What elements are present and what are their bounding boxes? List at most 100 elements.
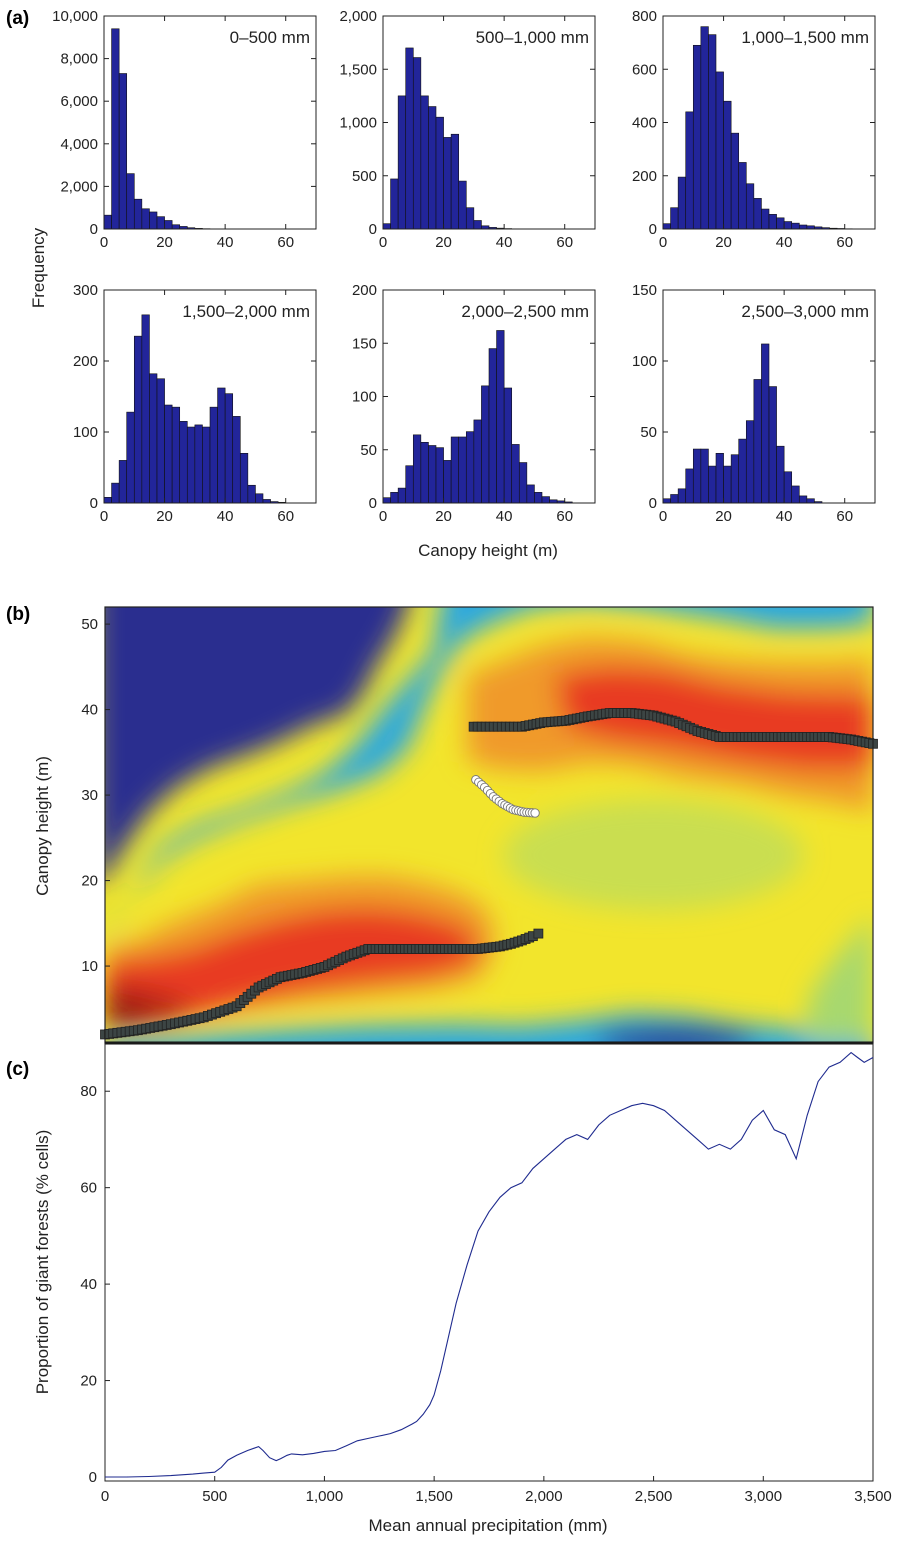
- y-tick-label: 0: [369, 495, 377, 512]
- histogram-bar: [685, 111, 694, 230]
- x-tick-label: 60: [277, 508, 294, 525]
- histogram-bar: [156, 378, 165, 504]
- x-tick-label: 0: [659, 234, 667, 251]
- histogram-bar: [171, 224, 181, 230]
- y-tick-label: 500: [352, 168, 377, 185]
- y-tick-label: 800: [632, 8, 657, 25]
- x-tick-label: 20: [715, 234, 732, 251]
- histogram-bar: [156, 216, 165, 230]
- histogram-bar: [768, 386, 777, 504]
- histogram-label: 1,000–1,500 mm: [741, 28, 869, 47]
- y-tick-label: 100: [73, 424, 98, 441]
- histogram-bar: [405, 465, 414, 504]
- histogram-bar: [111, 28, 120, 230]
- plot-frame: [662, 289, 876, 504]
- giant-forest-line: [105, 1051, 874, 1478]
- plot-frame: [103, 15, 317, 230]
- plot-frame: [103, 289, 317, 504]
- x-axis-title-canopy-height: Canopy height (m): [418, 541, 558, 560]
- heat-region-lower-core: [105, 907, 478, 1031]
- histogram-label: 2,500–3,000 mm: [741, 302, 869, 321]
- histogram-3: 0 200 400 600 800 0 20 40 60 1,000–1,500 mm: [632, 8, 876, 251]
- y-tick-label: 0: [649, 221, 657, 238]
- histogram-bar: [723, 100, 732, 230]
- histogram-bar: [103, 497, 112, 504]
- histogram-1: 0 2,000 4,000 6,000 8,000 10,000 0 20 40 60 0–500 …: [52, 8, 317, 251]
- histogram-bar: [481, 385, 490, 504]
- y-tick-label: 60: [80, 1180, 97, 1197]
- x-tick-label: 3,000: [745, 1488, 783, 1505]
- histogram-label: 2,000–2,500 mm: [461, 302, 589, 321]
- histogram-bar: [420, 441, 429, 504]
- histogram-bar: [450, 436, 460, 504]
- histogram-bar: [428, 445, 437, 504]
- x-tick-label: 60: [836, 234, 853, 251]
- histogram-bar: [708, 465, 717, 504]
- histogram-bar: [473, 419, 482, 504]
- histogram-bar: [262, 499, 271, 504]
- line-panel: 0 20 40 60 80 0 500 1,000 1,500 2,000 2,500 3,000 3,…: [80, 1041, 892, 1505]
- histogram-bar: [738, 162, 747, 230]
- histogram-bar: [450, 133, 460, 230]
- histogram-bar: [239, 452, 249, 504]
- x-tick-label: 60: [556, 508, 573, 525]
- heat-region: [503, 799, 804, 910]
- histogram-label: 500–1,000 mm: [476, 28, 589, 47]
- histogram-bar: [133, 335, 143, 504]
- histogram-bar: [692, 44, 702, 230]
- histogram-bar: [715, 452, 724, 504]
- histogram-bar: [412, 434, 422, 504]
- histogram-bar: [715, 71, 724, 230]
- x-tick-label: 60: [556, 234, 573, 251]
- histogram-bar: [662, 223, 671, 230]
- histogram-bar: [126, 411, 135, 504]
- y-tick-label: 0: [369, 221, 377, 238]
- histogram-bar: [526, 484, 535, 504]
- histogram-bar: [753, 198, 762, 230]
- histogram-bar: [232, 416, 241, 504]
- histogram-bar: [761, 343, 770, 504]
- y-tick-label: 40: [81, 702, 98, 719]
- histogram-bar: [202, 426, 211, 504]
- y-tick-label: 200: [352, 282, 377, 299]
- y-axis-title-canopy-height: Canopy height (m): [33, 756, 52, 896]
- histogram-bar: [783, 471, 793, 504]
- y-tick-label: 4,000: [60, 136, 98, 153]
- histogram-bar: [806, 498, 815, 504]
- x-tick-label: 20: [156, 508, 173, 525]
- y-tick-label: 200: [73, 353, 98, 370]
- heatmap-panel: 10 20 30 40 50: [81, 606, 878, 1044]
- histogram-bar: [534, 492, 543, 504]
- histogram-bar: [164, 220, 173, 230]
- y-tick-label: 2,000: [60, 178, 98, 195]
- histogram-bar: [511, 444, 520, 504]
- histogram-bar: [397, 487, 407, 504]
- x-tick-label: 40: [496, 508, 513, 525]
- trough-marker: [530, 808, 540, 818]
- histogram-bar: [405, 47, 414, 230]
- histogram-bar: [458, 180, 467, 230]
- histogram-bar: [171, 406, 181, 504]
- y-tick-label: 80: [80, 1083, 97, 1100]
- histogram-bar: [798, 495, 808, 504]
- histogram-bar: [768, 214, 777, 230]
- y-tick-label: 600: [632, 61, 657, 78]
- histogram-2: 0 500 1,000 1,500 2,000 0 20 40 60 500–1,000 mm: [339, 8, 596, 251]
- histogram-bar: [745, 183, 755, 230]
- x-tick-label: 20: [435, 234, 452, 251]
- y-tick-label: 50: [640, 424, 657, 441]
- x-tick-label: 1,500: [415, 1488, 453, 1505]
- plot-frame: [104, 1042, 874, 1482]
- histogram-bar: [118, 460, 128, 504]
- histogram-bar: [435, 447, 444, 504]
- histogram-bar: [209, 406, 218, 504]
- mode-marker-lower: [533, 928, 544, 939]
- panel-c-letter: (c): [6, 1059, 29, 1080]
- histogram-bar: [745, 420, 755, 504]
- y-tick-label: 20: [80, 1373, 97, 1390]
- histogram-bar: [738, 438, 747, 504]
- histogram-bar: [194, 424, 203, 504]
- histogram-bar: [217, 387, 226, 504]
- heat-region-blue: [105, 607, 408, 877]
